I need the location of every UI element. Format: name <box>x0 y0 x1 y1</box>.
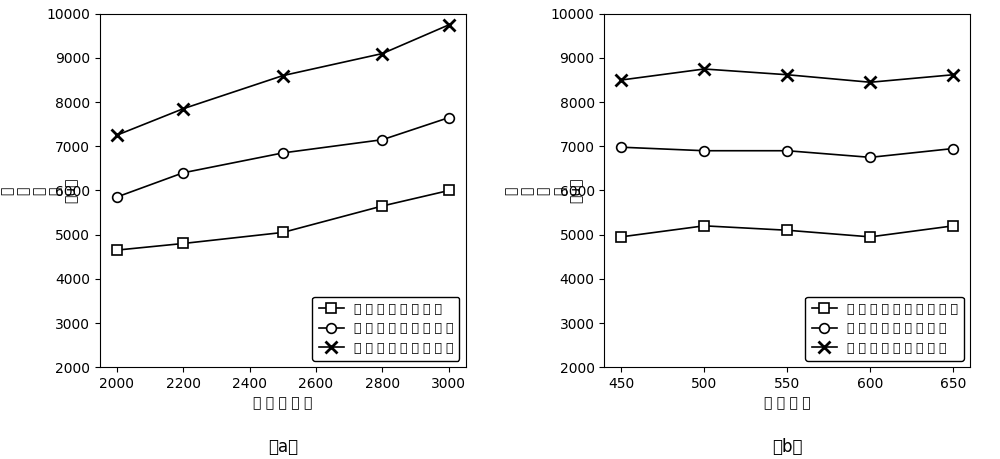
Y-axis label: 能
耗
消
耗
（u）: 能 耗 消 耗 （u） <box>505 178 583 203</box>
相 同 分 簇 半 径 二 模 拟 <box>443 22 455 28</box>
X-axis label: 节 点 总 数 量: 节 点 总 数 量 <box>253 397 312 410</box>
不 等 分 簇 半 径 模 拟 <box>376 203 388 209</box>
不 等 分 簇 结 构 方 法 模 拟 <box>698 223 710 229</box>
相 同 分 簇 半 径 二 模 拟 <box>376 51 388 56</box>
相 等 分 簇 半 径 方 法 一 <box>864 155 876 160</box>
相 同 分 簇 半 径 二 模 拟 <box>277 73 289 78</box>
相 同 分 簇 半 径 一 模 拟 <box>376 137 388 142</box>
相 等 分 簇 半 径 方 法 二 <box>947 72 959 78</box>
不 等 分 簇 结 构 方 法 模 拟 <box>947 223 959 229</box>
Text: （a）: （a） <box>268 438 298 456</box>
不 等 分 簇 半 径 模 拟 <box>111 247 123 253</box>
相 同 分 簇 半 径 二 模 拟 <box>111 133 123 138</box>
不 等 分 簇 结 构 方 法 模 拟 <box>615 234 627 240</box>
Legend: 不 等 分 簇 结 构 方 法 模 拟, 相 等 分 簇 半 径 方 法 一, 相 等 分 簇 半 径 方 法 二: 不 等 分 簇 结 构 方 法 模 拟, 相 等 分 簇 半 径 方 法 一, … <box>805 297 964 361</box>
Y-axis label: 能
耗
消
耗
（u）: 能 耗 消 耗 （u） <box>0 178 79 203</box>
Line: 相 等 分 簇 半 径 方 法 二: 相 等 分 簇 半 径 方 法 二 <box>615 63 960 89</box>
X-axis label: 网 络 半 径: 网 络 半 径 <box>764 397 811 410</box>
Text: （b）: （b） <box>772 438 802 456</box>
Line: 相 等 分 簇 半 径 方 法 一: 相 等 分 簇 半 径 方 法 一 <box>616 142 958 162</box>
相 等 分 簇 半 径 方 法 一 <box>698 148 710 153</box>
不 等 分 簇 结 构 方 法 模 拟 <box>864 234 876 240</box>
相 同 分 簇 半 径 一 模 拟 <box>111 194 123 200</box>
相 同 分 簇 半 径 一 模 拟 <box>177 170 189 176</box>
Line: 不 等 分 簇 半 径 模 拟: 不 等 分 簇 半 径 模 拟 <box>112 185 454 255</box>
相 等 分 簇 半 径 方 法 二 <box>698 66 710 72</box>
相 同 分 簇 半 径 一 模 拟 <box>277 150 289 156</box>
不 等 分 簇 结 构 方 法 模 拟 <box>781 228 793 233</box>
不 等 分 簇 半 径 模 拟 <box>443 188 455 193</box>
相 等 分 簇 半 径 方 法 二 <box>615 77 627 83</box>
不 等 分 簇 半 径 模 拟 <box>277 230 289 235</box>
Legend: 不 等 分 簇 半 径 模 拟, 相 同 分 簇 半 径 一 模 拟, 相 同 分 簇 半 径 二 模 拟: 不 等 分 簇 半 径 模 拟, 相 同 分 簇 半 径 一 模 拟, 相 同 … <box>312 297 459 361</box>
相 等 分 簇 半 径 方 法 二 <box>864 79 876 85</box>
相 同 分 簇 半 径 一 模 拟 <box>443 115 455 120</box>
相 等 分 簇 半 径 方 法 一 <box>781 148 793 153</box>
相 等 分 簇 半 径 方 法 一 <box>947 146 959 151</box>
相 同 分 簇 半 径 二 模 拟 <box>177 106 189 112</box>
相 等 分 簇 半 径 方 法 一 <box>615 145 627 150</box>
Line: 不 等 分 簇 结 构 方 法 模 拟: 不 等 分 簇 结 构 方 法 模 拟 <box>616 221 958 242</box>
相 等 分 簇 半 径 方 法 二 <box>781 72 793 78</box>
不 等 分 簇 半 径 模 拟 <box>177 241 189 246</box>
Line: 相 同 分 簇 半 径 一 模 拟: 相 同 分 簇 半 径 一 模 拟 <box>112 113 454 202</box>
Line: 相 同 分 簇 半 径 二 模 拟: 相 同 分 簇 半 径 二 模 拟 <box>110 18 455 141</box>
